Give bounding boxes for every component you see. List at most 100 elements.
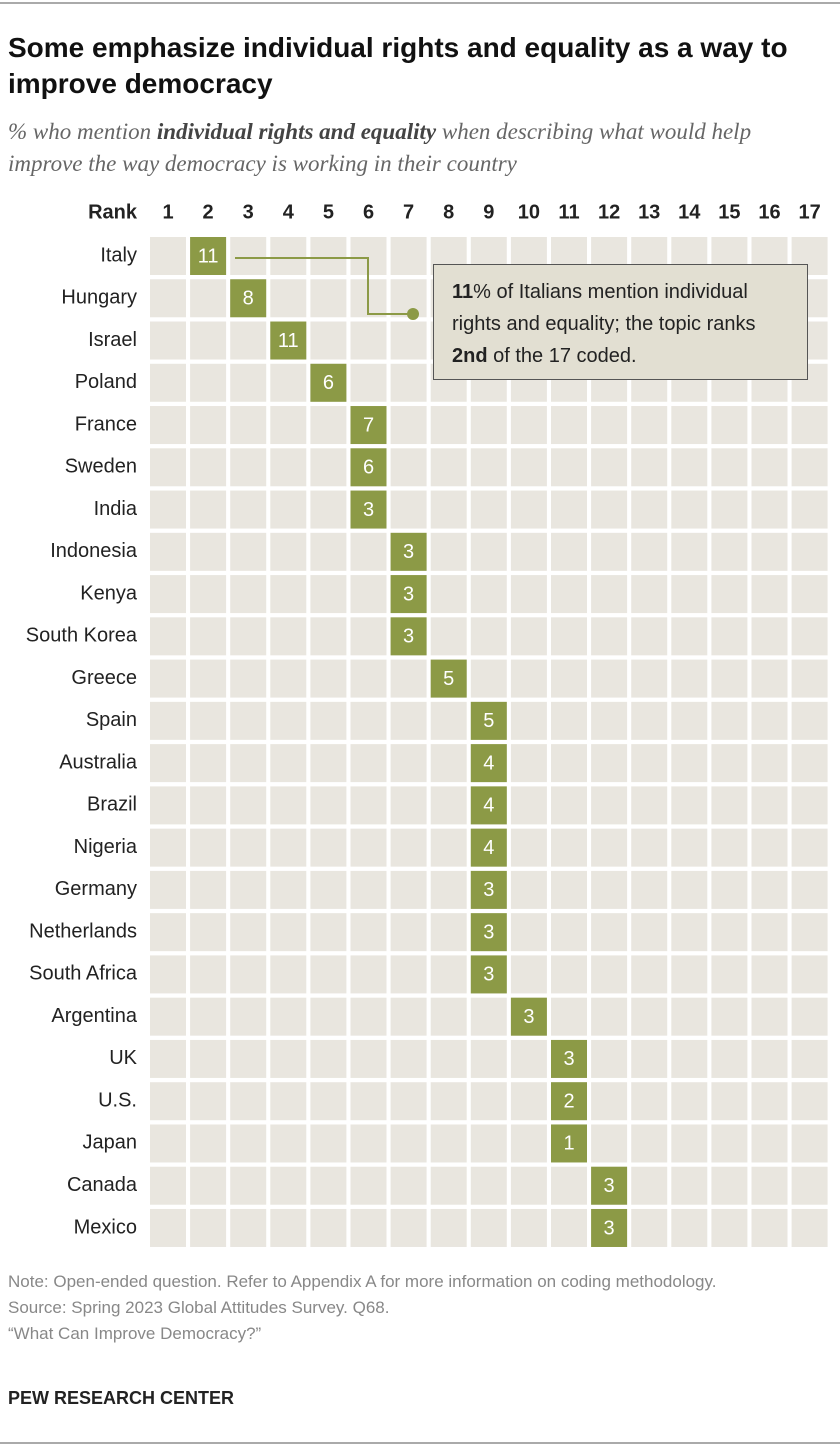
grid-cell [270,955,307,994]
grid-cell [631,532,668,571]
grid-cell [390,1166,427,1205]
grid-cell [150,701,186,740]
grid-cell [150,363,186,402]
rank-cell [470,786,507,825]
grid-cell [350,955,387,994]
grid-cell [791,490,828,529]
grid-cell [551,997,587,1036]
grid-cell [230,744,267,783]
row-label: Nigeria [74,836,138,858]
grid-cell [190,997,227,1036]
grid-cell [751,1208,788,1247]
grid-cell [190,279,227,318]
rank-cell [591,1166,628,1205]
grid-cell [591,448,628,487]
grid-cell [470,1039,507,1078]
grid-cell [551,828,587,867]
grid-cell [510,913,547,952]
grid-cell [270,913,307,952]
grid-cell [270,659,307,698]
grid-cell [310,659,347,698]
grid-cell [190,659,227,698]
row-label: Indonesia [50,540,138,562]
grid-cell [591,406,628,445]
grid-cell [190,321,227,360]
grid-cell [671,744,708,783]
grid-cell [631,1082,668,1121]
grid-cell [190,870,227,909]
grid-cell [270,575,307,614]
grid-cell [551,532,587,571]
subtitle-part: % who mention [8,119,157,144]
grid-cell [430,532,467,571]
grid-cell [230,1082,267,1121]
grid-cell [150,1082,186,1121]
grid-cell [310,828,347,867]
grid-cell [591,532,628,571]
grid-cell [711,701,748,740]
grid-cell [150,321,186,360]
grid-cell [631,744,668,783]
grid-cell [310,575,347,614]
grid-cell [791,1039,828,1078]
rank-cell [190,237,227,275]
grid-cell [510,406,547,445]
grid-cell [470,575,507,614]
grid-cell [791,786,828,825]
row-label: Netherlands [29,920,137,942]
grid-cell [751,575,788,614]
grid-cell [711,913,748,952]
grid-cell [310,1039,347,1078]
subtitle-emphasis: individual rights and equality [156,119,437,144]
row-label: Kenya [80,582,138,604]
connector-dot [407,308,419,320]
rank-cell [470,828,507,867]
grid-cell [390,321,427,360]
grid-cell [150,870,186,909]
title: Some emphasize individual rights and equ… [8,32,788,99]
grid-cell [270,490,307,529]
grid-cell [591,659,628,698]
grid-cell [510,744,547,783]
rank-tick-label: 15 [718,201,740,223]
grid-cell [390,870,427,909]
notes: Note: Open-ended question. Refer to Appe… [8,1269,748,1347]
grid-cell [470,1124,507,1163]
grid-cell [470,1082,507,1121]
grid-cell [470,490,507,529]
grid-cell [751,955,788,994]
grid-cell [591,786,628,825]
rank-cell [551,1039,587,1078]
grid-cell [711,575,748,614]
grid-cell [711,1208,748,1247]
grid-cell [791,997,828,1036]
grid-cell [150,786,186,825]
rank-cell [270,321,307,360]
grid-cell [230,448,267,487]
grid-cell [791,701,828,740]
grid-cell [751,870,788,909]
grid-cell [150,913,186,952]
grid-cell [150,532,186,571]
grid-cell [791,1082,828,1121]
grid-cell [310,617,347,656]
grid-cell [591,1039,628,1078]
rank-tick-label: 2 [203,201,214,223]
grid-cell [591,913,628,952]
grid-cell [751,448,788,487]
grid-cell [551,701,587,740]
grid-cell [631,828,668,867]
value-label: 3 [483,879,494,901]
grid-cell [190,532,227,571]
subtitle-part: when describing what would help improve … [8,119,752,176]
row-label: Japan [83,1132,138,1154]
grid-cell [150,659,186,698]
grid-cell [510,1124,547,1163]
grid-cell [551,744,587,783]
grid-cell [190,406,227,445]
grid-cell [631,870,668,909]
grid-cell [150,406,186,445]
grid-cell [230,617,267,656]
grid-cell [631,1124,668,1163]
grid-cell [470,448,507,487]
